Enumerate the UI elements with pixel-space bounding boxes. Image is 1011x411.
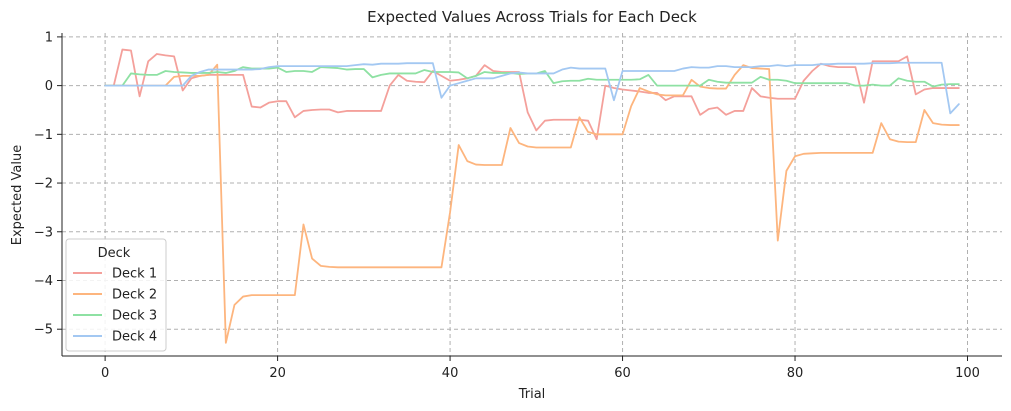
y-tick-label: −1 xyxy=(34,128,53,143)
y-ticks: 1 0 −1 −2 −3 −4 −5 xyxy=(34,30,62,338)
y-tick-label: 0 xyxy=(45,79,53,94)
y-tick-label: −5 xyxy=(34,323,53,338)
legend-label-deck-3: Deck 3 xyxy=(112,309,157,324)
legend-label-deck-2: Deck 2 xyxy=(112,288,157,303)
y-tick-label: −2 xyxy=(34,177,53,192)
x-tick-label: 20 xyxy=(269,366,286,381)
x-axis-label: Trial xyxy=(518,387,546,402)
chart-title: Expected Values Across Trials for Each D… xyxy=(367,8,697,26)
axes xyxy=(61,33,1002,357)
y-tick-label: −3 xyxy=(34,225,53,240)
x-tick-label: 60 xyxy=(614,366,631,381)
x-tick-label: 100 xyxy=(955,366,980,381)
series-line-deck-4 xyxy=(104,61,960,115)
series-line-deck-2 xyxy=(104,63,960,344)
x-tick-label: 0 xyxy=(101,366,109,381)
legend-title: Deck xyxy=(98,246,131,261)
y-axis-label: Expected Value xyxy=(10,145,25,245)
legend-box xyxy=(65,238,167,352)
y-tick-label: 1 xyxy=(45,30,53,45)
x-tick-label: 80 xyxy=(787,366,804,381)
x-ticks: 0 20 40 60 80 100 xyxy=(101,356,980,381)
grid xyxy=(62,33,1002,356)
legend-items: Deck 1 Deck 2 Deck 3 Deck 4 xyxy=(73,267,157,345)
y-tick-label: −4 xyxy=(34,274,53,289)
series-layer xyxy=(104,48,960,344)
legend-label-deck-1: Deck 1 xyxy=(112,267,157,282)
legend-label-deck-4: Deck 4 xyxy=(112,330,157,345)
x-tick-label: 40 xyxy=(442,366,459,381)
series-line-deck-1 xyxy=(104,48,960,141)
legend: Deck Deck 1 Deck 2 Deck 3 Deck 4 xyxy=(65,238,167,352)
